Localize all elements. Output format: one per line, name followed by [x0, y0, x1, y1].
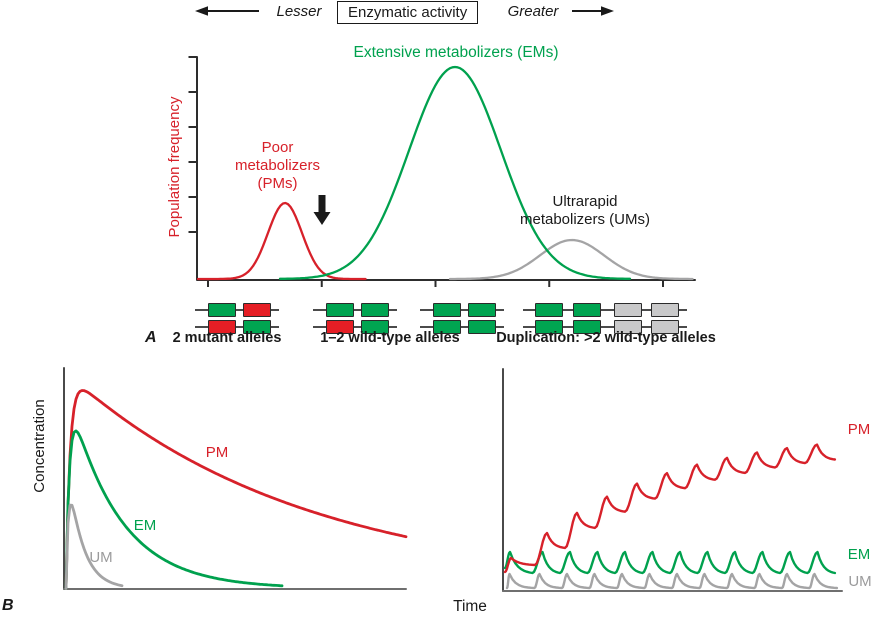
left-em-curve-label: EM [133, 517, 157, 534]
green-allele-box [326, 303, 354, 317]
single-dose-concentration-chart [63, 367, 408, 590]
gray-allele-box [651, 320, 679, 334]
green-allele-box [208, 303, 236, 317]
left-pm-curve-label: PM [205, 444, 229, 461]
gray-allele-box [651, 303, 679, 317]
extensive-metabolizers-label: Extensive metabolizers (EMs) [353, 44, 559, 61]
gray-allele-box [614, 320, 642, 334]
concentration-axis-label: Concentration [31, 399, 48, 493]
allele-group [313, 303, 397, 337]
chromosome-line [523, 309, 687, 311]
chromosome-line [420, 326, 504, 328]
chromosome-line [420, 309, 504, 311]
green-allele-box [361, 303, 389, 317]
poor-metabolizers-label: Poor metabolizers (PMs) [234, 139, 321, 192]
green-allele-box [468, 303, 496, 317]
greater-label: Greater [507, 3, 559, 20]
green-allele-box [433, 303, 461, 317]
green-allele-box [468, 320, 496, 334]
panel-a-label: A [145, 329, 157, 346]
red-allele-box [326, 320, 354, 334]
pm-repeated-dose-curve [503, 443, 837, 574]
um-repeated-dose-curve [505, 572, 839, 590]
left-um-curve-label: UM [89, 549, 113, 566]
lesser-direction-arrow-icon [195, 6, 259, 16]
allele-caption-wild-type: 1–2 wild-type alleles [320, 330, 460, 346]
population-distribution-chart [188, 56, 696, 287]
right-um-curve-label: UM [848, 573, 872, 590]
green-allele-box [535, 303, 563, 317]
red-allele-box [208, 320, 236, 334]
right-pm-curve-label: PM [847, 421, 871, 438]
right-em-curve-label: EM [847, 546, 871, 563]
green-allele-box [535, 320, 563, 334]
em-repeated-dose-curve [503, 550, 837, 575]
green-allele-box [433, 320, 461, 334]
green-allele-box [243, 320, 271, 334]
down-arrow-icon [313, 195, 331, 225]
green-distribution-curve [278, 65, 632, 280]
allele-caption-2-mutant: 2 mutant alleles [172, 330, 282, 346]
pm-single-dose-curve [64, 389, 408, 590]
allele-caption-duplication: Duplication: >2 wild-type alleles [496, 330, 716, 346]
time-axis-label: Time [453, 598, 487, 615]
allele-group [420, 303, 504, 337]
um-single-dose-curve [64, 503, 124, 590]
population-frequency-axis-label: Population frequency [166, 96, 183, 238]
allele-group [195, 303, 279, 337]
enzymatic-activity-box: Enzymatic activity [337, 1, 479, 24]
panel-b-label: B [2, 597, 14, 614]
top-chart-axes [196, 56, 696, 281]
greater-direction-arrow-icon [572, 6, 614, 16]
red-distribution-curve [196, 201, 367, 281]
em-single-dose-curve [64, 429, 284, 590]
red-allele-box [243, 303, 271, 317]
repeated-dose-concentration-chart [502, 368, 843, 592]
allele-group [523, 303, 687, 337]
green-allele-box [361, 320, 389, 334]
chromosome-line [313, 326, 397, 328]
ultrarapid-metabolizers-label: Ultrarapid metabolizers (UMs) [519, 193, 651, 228]
green-allele-box [573, 303, 601, 317]
chromosome-line [195, 326, 279, 328]
lesser-label: Lesser [276, 3, 322, 20]
chromosome-line [313, 309, 397, 311]
chromosome-line [195, 309, 279, 311]
chromosome-line [523, 326, 687, 328]
gray-distribution-curve [448, 238, 694, 281]
green-allele-box [573, 320, 601, 334]
gray-allele-box [614, 303, 642, 317]
